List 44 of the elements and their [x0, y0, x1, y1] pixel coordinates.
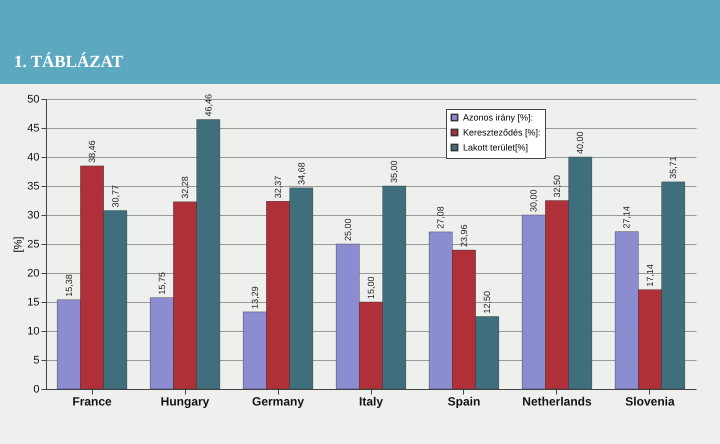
legend-label: Lakott terület[%] [463, 142, 528, 152]
data-label: 32,50 [552, 174, 562, 198]
y-tick-label: 25 [27, 238, 40, 250]
data-label: 13,29 [250, 286, 260, 309]
legend-label: Azonos irány [%]: [463, 112, 534, 122]
data-label: 35,00 [389, 160, 400, 183]
x-tick-label: Hungary [160, 394, 210, 408]
y-tick-label: 0 [33, 384, 40, 396]
data-label: 34,68 [296, 162, 306, 185]
x-tick-label: Spain [448, 394, 480, 408]
x-tick-label: France [72, 394, 112, 408]
y-tick-label: 35 [27, 180, 40, 192]
y-tick-label: 20 [27, 268, 40, 280]
y-tick-label: 10 [27, 326, 40, 338]
y-tick-label: 30 [27, 210, 40, 222]
data-label: 38,46 [87, 140, 98, 163]
data-label: 46,46 [203, 94, 214, 117]
y-tick-label: 5 [33, 354, 40, 366]
y-tick-label: 40 [27, 152, 40, 164]
legend-label: Kereszteződés [%]: [463, 128, 541, 138]
y-tick-label: 50 [27, 94, 40, 106]
chart-title: 1. TÁBLÁZAT [0, 0, 720, 84]
data-label: 30,77 [110, 185, 120, 208]
data-label: 32,37 [273, 176, 284, 198]
data-label: 23,96 [458, 224, 469, 248]
data-label: 35,71 [668, 156, 678, 179]
data-label: 15,75 [156, 272, 167, 295]
data-label: 30,00 [528, 189, 539, 212]
data-label: 17,14 [644, 264, 655, 287]
data-label: 27,14 [622, 206, 632, 229]
data-label: 40,00 [575, 131, 586, 154]
data-label: 32,28 [180, 176, 190, 199]
data-label: 12,50 [482, 290, 492, 314]
x-tick-label: Slovenia [625, 394, 675, 408]
data-label: 25,00 [342, 218, 353, 241]
y-tick-label: 45 [27, 122, 40, 134]
y-tick-label: 15 [27, 296, 40, 308]
data-label: 15,00 [366, 276, 376, 299]
x-tick-label: Germany [252, 394, 304, 408]
data-label: 15,38 [64, 274, 74, 297]
x-tick-label: Italy [358, 394, 384, 408]
data-label: 27,08 [436, 206, 446, 229]
y-axis-title: [%] [12, 236, 24, 252]
x-tick-label: Netherlands [522, 394, 592, 408]
